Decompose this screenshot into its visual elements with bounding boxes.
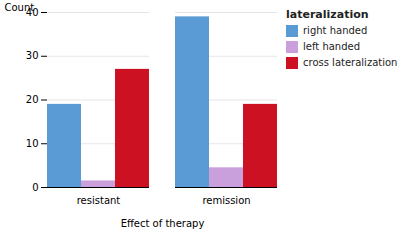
svg-text:20: 20 xyxy=(26,94,39,105)
html-text:lateralization: lateralization xyxy=(286,8,369,21)
svg-text:30: 30 xyxy=(26,50,39,61)
svg-text:0: 0 xyxy=(32,182,38,193)
html-text:left handed: left handed xyxy=(303,41,360,52)
svg-text:resistant: resistant xyxy=(77,195,121,206)
html-text:cross lateralization: cross lateralization xyxy=(303,57,398,68)
svg-text:Effect of therapy: Effect of therapy xyxy=(121,218,205,229)
svg-text:10: 10 xyxy=(26,138,39,149)
svg-text:remission: remission xyxy=(202,195,250,206)
svg-text:Count: Count xyxy=(5,2,35,13)
html-text:right handed: right handed xyxy=(303,25,368,36)
